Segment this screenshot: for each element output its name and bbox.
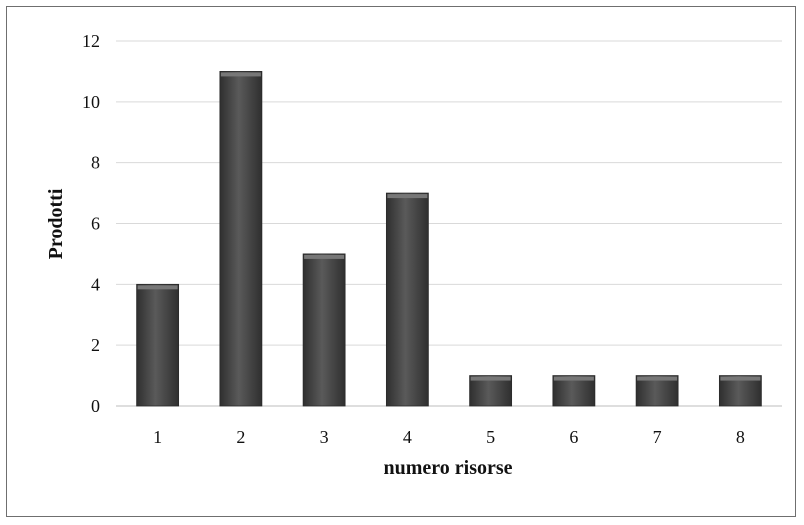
bar-top-bevel [387, 194, 427, 198]
x-tick-label: 3 [320, 427, 329, 447]
bar-body [137, 284, 179, 406]
grid-lines [116, 41, 782, 406]
y-tick-label: 10 [82, 92, 100, 112]
y-tick-label: 2 [91, 335, 100, 355]
bar-top-bevel [554, 377, 594, 381]
y-tick-label: 0 [91, 396, 100, 416]
x-tick-label: 8 [736, 427, 745, 447]
bar [470, 376, 512, 406]
bar-top-bevel [221, 72, 261, 76]
bar [636, 376, 678, 406]
bar [719, 376, 761, 406]
bar-top-bevel [637, 377, 677, 381]
bar-top-bevel [720, 377, 760, 381]
bar [220, 71, 262, 406]
x-tick-label: 5 [486, 427, 495, 447]
y-tick-label: 4 [91, 274, 100, 294]
bar-top-bevel [304, 255, 344, 259]
x-tick-labels: 1 2 3 4 5 6 7 8 [153, 427, 745, 447]
x-tick-label: 6 [569, 427, 578, 447]
y-tick-label: 8 [91, 153, 100, 173]
bar-top-bevel [471, 377, 511, 381]
bar-top-bevel [138, 285, 178, 289]
bar-body [220, 71, 262, 406]
x-tick-label: 2 [236, 427, 245, 447]
y-tick-label: 12 [82, 31, 100, 51]
y-tick-labels: 0 2 4 6 8 10 12 [82, 31, 100, 416]
bars [137, 71, 762, 406]
y-axis-title: Prodotti [45, 188, 67, 259]
bar-body [386, 193, 428, 406]
x-axis-title: numero risorse [383, 457, 512, 479]
bar-body [303, 254, 345, 406]
x-tick-label: 4 [403, 427, 412, 447]
x-tick-label: 1 [153, 427, 162, 447]
bar [137, 284, 179, 406]
bar [303, 254, 345, 406]
x-tick-label: 7 [653, 427, 662, 447]
bar [386, 193, 428, 406]
bar [553, 376, 595, 406]
y-tick-label: 6 [91, 214, 100, 234]
